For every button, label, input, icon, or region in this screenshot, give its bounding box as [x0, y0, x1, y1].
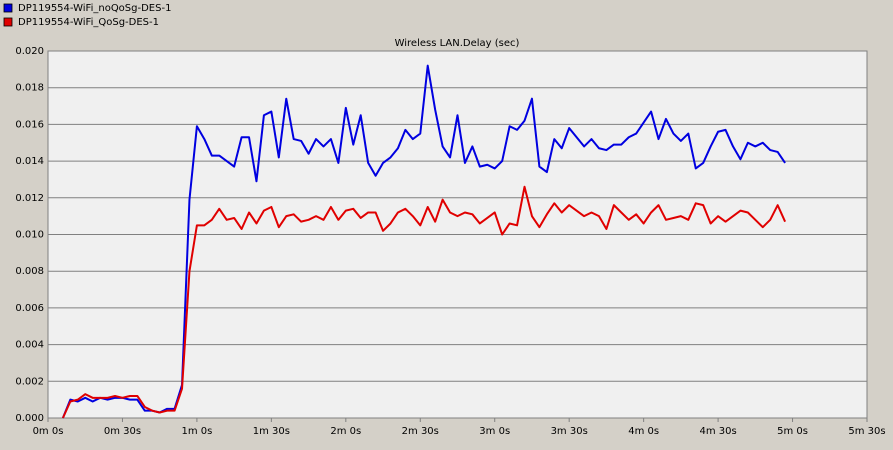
chart-title: Wireless LAN.Delay (sec): [395, 38, 520, 49]
y-tick-label: 0.010: [15, 230, 44, 241]
y-tick-label: 0.008: [15, 266, 44, 277]
y-tick-label: 0.020: [15, 46, 44, 57]
legend-swatch: [3, 3, 13, 13]
x-tick-label: 2m 30s: [402, 426, 439, 437]
legend-swatch: [3, 17, 13, 27]
y-tick-label: 0.006: [15, 303, 44, 314]
legend-label: DP119554-WiFi_noQoSg-DES-1: [18, 3, 171, 14]
y-tick-label: 0.012: [15, 193, 44, 204]
x-tick-label: 1m 0s: [181, 426, 212, 437]
x-tick-label: 5m 30s: [848, 426, 885, 437]
x-tick-label: 0m 30s: [104, 426, 141, 437]
x-tick-label: 3m 0s: [479, 426, 510, 437]
y-tick-label: 0.000: [15, 413, 44, 424]
x-tick-label: 2m 0s: [330, 426, 361, 437]
y-tick-label: 0.018: [15, 83, 44, 94]
x-tick-label: 1m 30s: [253, 426, 290, 437]
x-tick-label: 0m 0s: [33, 426, 64, 437]
data-line: [61, 185, 787, 419]
y-tick-label: 0.004: [15, 340, 44, 351]
legend-label: DP119554-WiFi_QoSg-DES-1: [18, 17, 159, 28]
y-tick-label: 0.014: [15, 156, 44, 167]
y-tick-label: 0.002: [15, 376, 44, 387]
x-tick-label: 4m 0s: [628, 426, 659, 437]
x-tick-label: 5m 0s: [777, 426, 808, 437]
y-tick-label: 0.016: [15, 119, 44, 130]
x-tick-label: 3m 30s: [551, 426, 588, 437]
x-tick-label: 4m 30s: [699, 426, 736, 437]
